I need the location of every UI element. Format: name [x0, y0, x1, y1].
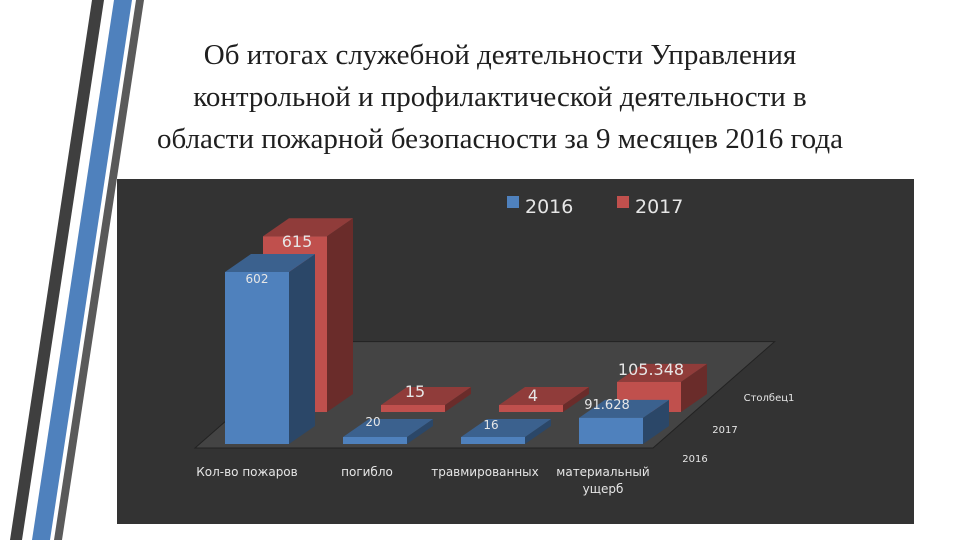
bar-2016-3-side [643, 399, 669, 444]
data-label-2017-1: 15 [405, 382, 425, 401]
bar-2016-0 [225, 272, 289, 444]
depth-axis-label-1: 2017 [712, 425, 737, 436]
data-label-2017-2: 4 [528, 386, 538, 405]
depth-axis-label-2: Столбец1 [744, 393, 795, 404]
bar-2017-1-top [381, 387, 471, 405]
bar-2016-1 [343, 437, 407, 444]
data-label-2016-0: 602 [246, 272, 269, 286]
bar-2017-0-top [263, 218, 353, 237]
bar-2016-2-side [525, 419, 551, 444]
category-label-3-a: материальный [556, 465, 649, 479]
bar-2017-2-side [563, 387, 589, 412]
bar-2017-1 [381, 405, 445, 412]
depth-axis-label-0: 2016 [682, 454, 707, 465]
bar-2016-1-side [407, 419, 433, 444]
title-line-2: контрольной и профилактической деятельно… [193, 81, 807, 113]
category-label-2: травмированных [431, 465, 539, 479]
bar-2016-3-top [579, 399, 669, 418]
decor-stripe-blue [32, 0, 132, 540]
category-label-3-b: ущерб [583, 482, 624, 496]
bar-2017-0-side [327, 218, 353, 412]
bar-2016-3 [579, 417, 643, 444]
legend-swatch-2016 [507, 196, 519, 208]
bar-2017-3-side [681, 363, 707, 412]
bar-2017-1-side [445, 387, 471, 412]
bar-2016-0-side [289, 254, 315, 444]
data-label-2017-0: 615 [282, 232, 313, 251]
data-label-2016-3: 91.628 [584, 398, 630, 413]
legend-label-2016: 2016 [525, 196, 573, 218]
legend-swatch-2017 [617, 196, 629, 208]
bar-2017-2 [499, 405, 563, 412]
bar-2017-2-top [499, 387, 589, 405]
title-line-1: Об итогах служебной деятельности Управле… [203, 39, 797, 71]
decor-stripe-dark [10, 0, 104, 540]
chart-panel: 615 15 4 105.348 602 20 16 91.628 Кол-во пожаров… [117, 179, 914, 524]
legend-label-2017: 2017 [635, 196, 683, 218]
decor-stripe-gray [54, 0, 144, 540]
data-label-2016-2: 16 [483, 418, 498, 432]
bar-2016-2-top [461, 419, 551, 437]
slide-title: Об итогах служебной деятельности Управле… [110, 34, 890, 160]
category-label-1: погибло [341, 465, 393, 479]
category-label-0: Кол-во пожаров [196, 465, 297, 479]
data-label-2016-1: 20 [365, 415, 380, 429]
bar-2016-2 [461, 437, 525, 444]
bar-2017-3-top [617, 363, 707, 382]
bar-2016-0-top [225, 254, 315, 272]
bar-2016-1-top [343, 419, 433, 437]
title-line-3: области пожарной безопасности за 9 месяц… [157, 123, 843, 155]
data-label-2017-3: 105.348 [618, 360, 684, 379]
